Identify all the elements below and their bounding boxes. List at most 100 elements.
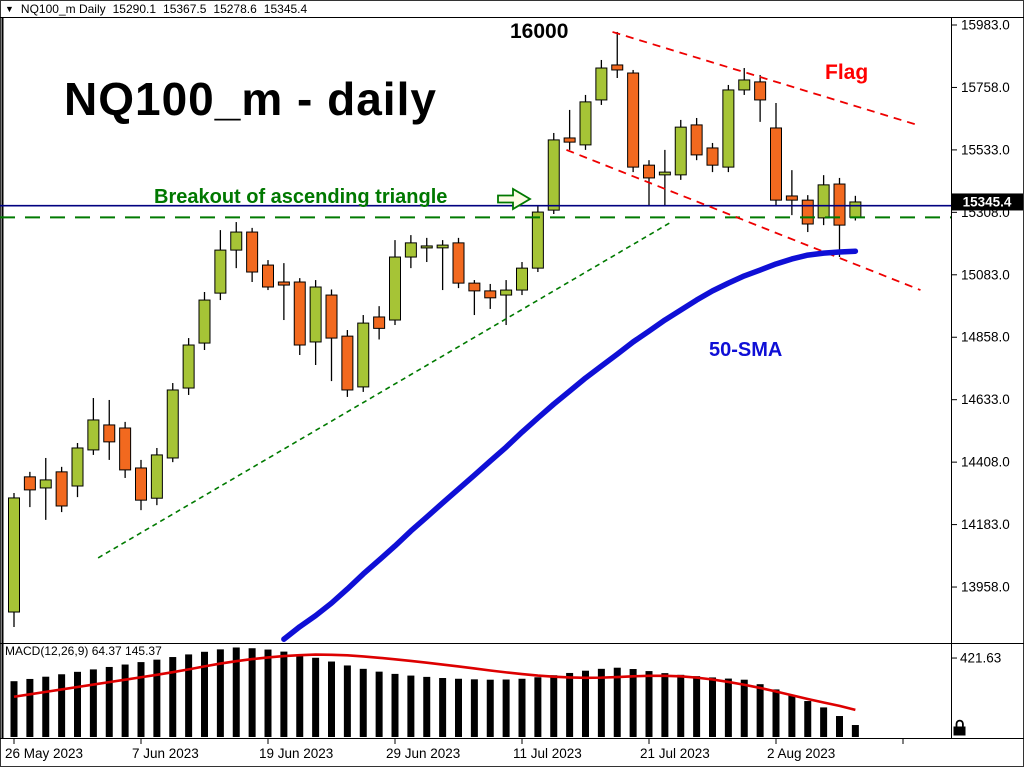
macd-histogram-bar <box>788 695 796 737</box>
candlestick <box>516 267 528 291</box>
chart-title-annotation: NQ100_m - daily <box>64 73 437 125</box>
flag-annotation: Flag <box>825 61 869 84</box>
candlestick <box>39 479 52 489</box>
candlestick <box>230 231 243 251</box>
candlestick <box>611 64 624 71</box>
candlestick <box>8 497 20 613</box>
chart-header[interactable]: ▼ NQ100_m Daily 15290.1 15367.5 15278.6 … <box>5 2 307 16</box>
price-tick-label: 15758.0 <box>961 80 1010 95</box>
candlestick <box>468 282 481 292</box>
price-tick-label: 14858.0 <box>961 330 1010 345</box>
candlestick <box>833 183 846 226</box>
date-label: 11 Jul 2023 <box>513 746 582 761</box>
macd-histogram-bar <box>296 654 304 737</box>
candlestick <box>309 286 322 343</box>
macd-histogram-bar <box>121 664 129 737</box>
padlock-icon-body[interactable] <box>953 726 966 736</box>
candlestick <box>738 79 751 91</box>
macd-histogram-bar <box>312 657 320 737</box>
candlestick <box>674 126 687 176</box>
macd-histogram-bar <box>58 674 66 737</box>
candlestick <box>658 171 671 176</box>
macd-histogram-bar <box>232 647 240 737</box>
flag-lower-trendline[interactable] <box>566 149 921 291</box>
macd-histogram-bar <box>724 678 732 737</box>
macd-histogram-bar <box>169 657 177 737</box>
candlestick <box>293 281 306 346</box>
macd-histogram-bar <box>820 707 828 737</box>
macd-histogram-bar <box>375 671 383 737</box>
price-tick-label: 14408.0 <box>961 455 1010 470</box>
macd-histogram-bar <box>439 678 447 737</box>
candlestick <box>531 211 544 269</box>
candlestick <box>23 476 36 491</box>
macd-axis-tick-label: 421.63 <box>960 651 1001 666</box>
current-price-value: 15345.4 <box>963 194 1012 209</box>
macd-histogram-bar <box>661 673 669 737</box>
candlestick <box>198 299 211 344</box>
date-label: 2 Aug 2023 <box>767 746 835 761</box>
candlestick <box>55 471 68 507</box>
macd-histogram-bar <box>264 649 272 737</box>
candlestick <box>643 164 655 179</box>
macd-histogram-bar <box>137 662 145 737</box>
price-tick-label: 13958.0 <box>961 580 1010 595</box>
macd-histogram-bar <box>740 679 748 737</box>
macd-histogram-bar <box>566 672 574 737</box>
macd-histogram-bar <box>502 679 510 737</box>
current-price-badge <box>952 193 1023 211</box>
candlestick <box>87 419 100 451</box>
macd-histogram-bar <box>105 666 113 737</box>
padlock-icon[interactable] <box>955 719 964 727</box>
price-tick-label: 15083.0 <box>961 267 1010 282</box>
candlestick <box>119 427 132 471</box>
high-value: 15367.5 <box>163 2 207 16</box>
candlestick <box>500 289 513 296</box>
candlestick <box>214 249 227 294</box>
candlestick <box>150 454 163 499</box>
macd-histogram-bar <box>677 674 685 737</box>
macd-histogram-bar <box>407 675 415 737</box>
date-label: 21 Jul 2023 <box>640 746 710 761</box>
candlestick <box>579 101 592 146</box>
candlestick <box>262 264 274 288</box>
candlestick <box>627 72 640 168</box>
macd-histogram-bar <box>153 659 161 737</box>
macd-histogram-bar <box>280 651 288 737</box>
macd-histogram-bar <box>836 716 843 737</box>
macd-histogram-bar <box>26 678 34 737</box>
date-label: 19 Jun 2023 <box>259 746 333 761</box>
flag-upper-trendline[interactable] <box>612 31 918 126</box>
price-tick-label: 15533.0 <box>961 142 1010 157</box>
price-tick-label: 15983.0 <box>961 18 1010 33</box>
candlestick <box>754 81 767 101</box>
sma-label-annotation: 50-SMA <box>709 339 783 361</box>
low-value: 15278.6 <box>213 2 257 16</box>
close-value: 15345.4 <box>263 2 308 16</box>
macd-histogram-bar <box>709 677 716 737</box>
candlestick <box>182 344 195 389</box>
macd-indicator-label: MACD(12,26,9) 64.37 145.37 <box>5 644 162 658</box>
macd-histogram-bar <box>693 676 701 737</box>
macd-histogram-bar <box>42 676 50 737</box>
candlestick <box>690 124 703 156</box>
candlestick <box>341 335 354 391</box>
macd-signal-line <box>13 653 856 712</box>
ascending-trendline[interactable] <box>97 221 672 559</box>
macd-histogram-bar <box>455 678 462 737</box>
candlestick <box>801 199 814 225</box>
open-value: 15290.1 <box>112 2 157 16</box>
date-label: 7 Jun 2023 <box>132 746 199 761</box>
macd-histogram-bar <box>391 673 399 737</box>
candlestick <box>452 242 465 284</box>
candlestick <box>547 139 560 211</box>
candlestick <box>436 244 449 249</box>
macd-histogram-bar <box>248 648 256 737</box>
symbol-dropdown-icon[interactable]: ▼ <box>5 4 14 14</box>
macd-histogram-bar <box>804 701 812 737</box>
candlestick <box>595 67 608 101</box>
symbol-period-label: NQ100_m Daily <box>20 2 106 16</box>
macd-histogram-bar <box>343 665 351 737</box>
candlestick <box>71 447 84 487</box>
